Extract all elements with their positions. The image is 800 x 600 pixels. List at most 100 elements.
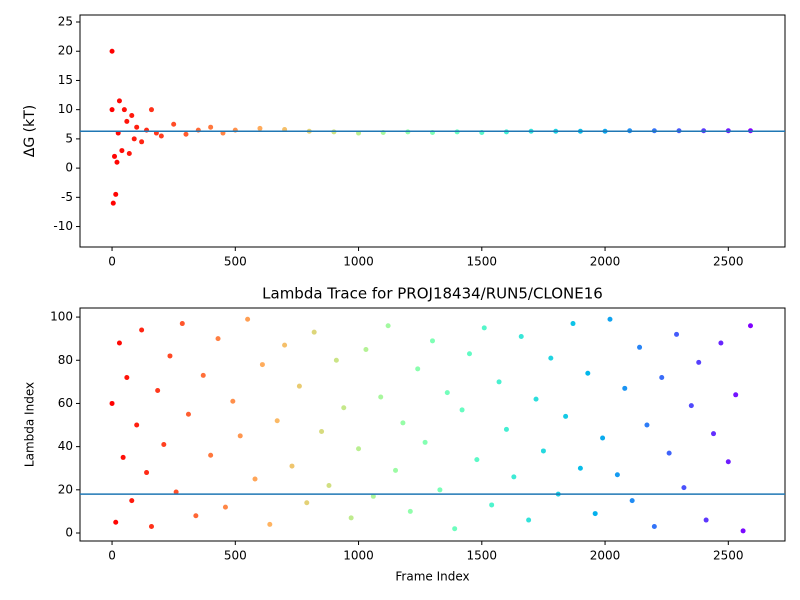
point [644,422,650,428]
point [511,474,517,480]
point [185,411,191,417]
point [696,359,702,365]
point [319,429,325,435]
point [496,379,502,385]
point [341,405,347,411]
point [747,323,753,329]
point [718,340,724,346]
point [289,463,295,469]
point [144,470,150,476]
point [296,383,302,389]
y-tick-label: 80 [58,353,73,367]
point [109,107,115,113]
point [120,454,126,460]
y-tick-label: 0 [65,161,73,175]
point [167,353,173,359]
point [215,336,221,342]
point [304,500,310,506]
y-tick-label: 20 [58,44,73,58]
x-tick-label: 0 [108,255,116,269]
point [518,334,524,340]
point [570,321,576,327]
point [282,342,288,348]
x-tick-label: 1000 [343,255,374,269]
y-tick-label: 15 [58,73,73,87]
point [193,513,199,519]
point [134,422,140,428]
x-axis-label: Frame Index [395,570,469,584]
point [733,392,739,398]
point [237,433,243,439]
point [607,316,613,322]
point [466,351,472,357]
point [113,191,119,197]
point [139,327,145,333]
point [109,400,115,406]
y-tick-label: -10 [53,219,73,233]
point [385,323,391,329]
x-tick-label: 500 [224,549,247,563]
y-tick-label: 100 [50,310,73,324]
point [563,413,569,419]
point [659,375,665,381]
point [257,125,263,131]
point [112,153,118,159]
y-tick-label: 20 [58,482,73,496]
x-tick-label: 1500 [467,255,498,269]
point [326,483,332,489]
point [208,452,214,458]
point [113,519,119,525]
x-tick-label: 0 [108,549,116,563]
x-tick-label: 2500 [713,255,744,269]
point [179,321,185,327]
point [173,489,179,495]
point [259,362,265,368]
y-tick-label: 10 [58,102,73,116]
point [230,398,236,404]
point [126,150,132,156]
point [267,521,273,527]
point [139,139,145,145]
point [274,418,280,424]
point [131,136,137,142]
point [155,387,161,393]
point [370,493,376,499]
point [124,375,130,381]
point [740,528,746,534]
point [422,439,428,445]
point [533,396,539,402]
y-tick-label: 40 [58,439,73,453]
point [651,524,657,530]
point [407,508,413,514]
point [110,200,116,206]
point [637,344,643,350]
point [378,394,384,400]
point [540,448,546,454]
point [437,487,443,493]
point [356,446,362,452]
point [129,113,135,119]
x-tick-label: 500 [224,255,247,269]
x-tick-label: 1500 [467,549,498,563]
point [459,407,465,413]
y-tick-label: -5 [61,190,73,204]
point [666,450,672,456]
point [363,346,369,352]
x-tick-label: 2500 [713,549,744,563]
point [503,426,509,432]
point [222,504,228,510]
point [311,329,317,335]
y-tick-label: 0 [65,526,73,540]
point [526,517,532,523]
point [129,498,135,504]
point [245,316,251,322]
point [614,472,620,478]
point [674,331,680,337]
point [134,124,140,130]
point [600,435,606,441]
point [119,148,125,154]
point [430,338,435,344]
point [208,124,214,130]
point [348,515,354,521]
x-tick-label: 1000 [343,549,374,563]
